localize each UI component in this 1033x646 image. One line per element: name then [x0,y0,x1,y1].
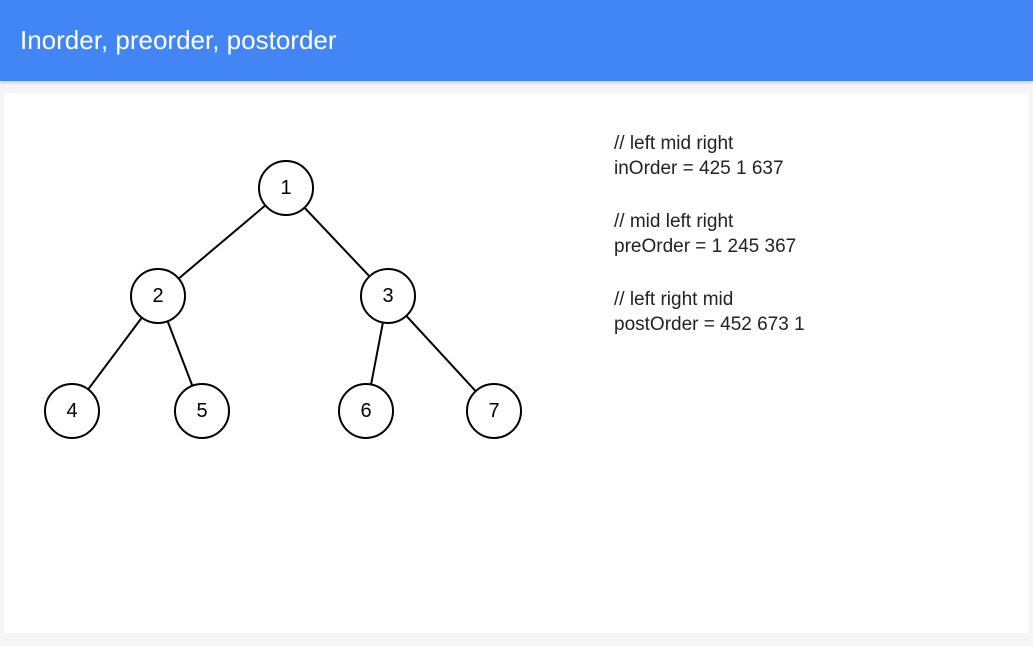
traversal-postorder: // left right mid postOrder = 452 673 1 [614,287,805,337]
tree-node-label: 1 [280,177,291,199]
tree-node-label: 6 [360,400,371,422]
traversal-comment: // left mid right [614,131,805,156]
tree-edge [179,205,266,278]
tree-node-label: 5 [196,400,207,422]
traversal-result: inOrder = 425 1 637 [614,156,805,181]
tree-svg: 1 2 3 4 5 6 7 [4,93,564,523]
traversal-inorder: // left mid right inOrder = 425 1 637 [614,131,805,181]
content-panel: 1 2 3 4 5 6 7 // left mid right inOrder = 425 … [4,93,1029,633]
tree-node-label: 7 [488,400,499,422]
traversal-comment: // left right mid [614,287,805,312]
traversal-result: preOrder = 1 245 367 [614,234,805,259]
traversal-comment: // mid left right [614,209,805,234]
tree-edge [168,321,193,386]
tree-edge [88,318,142,390]
tree-node-label: 2 [152,285,163,307]
tree-diagram-area: 1 2 3 4 5 6 7 [4,93,564,633]
tree-edge [406,316,475,391]
traversal-text-area: // left mid right inOrder = 425 1 637 //… [564,93,805,633]
tree-node-label: 3 [382,285,393,307]
page-header: Inorder, preorder, postorder [0,0,1033,81]
tree-node-label: 4 [66,400,77,422]
page-title: Inorder, preorder, postorder [20,25,337,55]
traversal-result: postOrder = 452 673 1 [614,312,805,337]
tree-edge [305,208,370,277]
tree-edge [371,323,383,385]
traversal-preorder: // mid left right preOrder = 1 245 367 [614,209,805,259]
